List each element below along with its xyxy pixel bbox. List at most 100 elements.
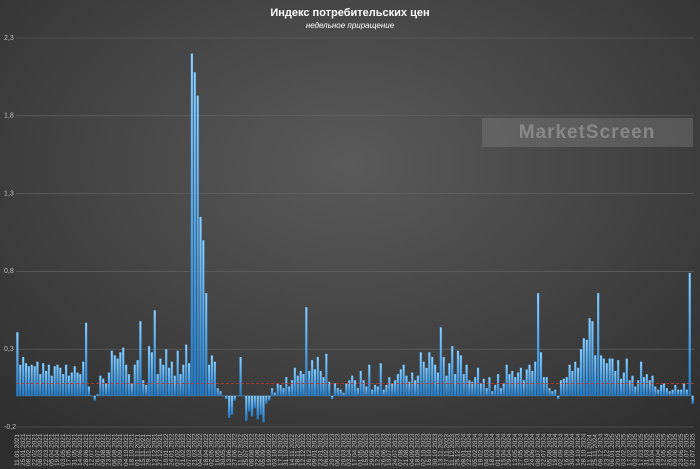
x-tick-label: 27.05.2024 — [518, 433, 525, 466]
bar — [465, 364, 468, 396]
bar — [219, 391, 222, 396]
bar — [662, 383, 666, 396]
bar — [411, 372, 414, 396]
bar — [439, 327, 442, 396]
bar — [227, 395, 231, 418]
bar — [514, 377, 517, 396]
bar — [345, 383, 348, 396]
bar — [516, 372, 520, 396]
x-tick-label: 19.04.2021 — [54, 433, 61, 466]
x-tick-label: 15.04.2024 — [500, 433, 507, 466]
x-tick-label: 21.03.2022 — [192, 433, 199, 466]
bar — [577, 367, 580, 396]
bar — [53, 366, 56, 396]
bar — [130, 383, 133, 396]
x-tick-label: 08.07.2024 — [535, 433, 542, 466]
bar — [674, 384, 677, 396]
bar — [310, 359, 314, 396]
x-tick-label: 16.10.2023 — [426, 433, 433, 466]
x-tick-label: 29.05.2023 — [369, 433, 376, 466]
x-tick-label: 22.03.2021 — [43, 433, 50, 466]
bar — [579, 349, 583, 396]
x-tick-label: 04.03.2024 — [483, 433, 490, 466]
bar — [330, 395, 334, 400]
x-tick-label: 29.04.2024 — [506, 433, 513, 466]
bar — [634, 386, 637, 396]
bar — [625, 358, 628, 396]
x-tick-label: 08.08.2022 — [249, 433, 256, 466]
x-tick-label: 11.07.2022 — [237, 434, 244, 466]
x-tick-label: 18.04.2022 — [203, 433, 210, 466]
bar — [262, 395, 265, 423]
bar — [290, 380, 294, 396]
bar — [376, 386, 380, 396]
bar — [451, 345, 454, 396]
bar — [402, 364, 405, 396]
bar — [248, 395, 251, 412]
x-tick-label: 13.12.2021 — [151, 433, 158, 466]
bar — [539, 352, 543, 396]
x-tick-label: 28.10.2024 — [581, 433, 588, 466]
x-tick-label: 16.05.2022 — [214, 433, 221, 466]
bar — [365, 386, 368, 396]
bar — [551, 391, 554, 396]
bar — [216, 388, 219, 396]
bar — [245, 395, 248, 421]
x-tick-label: 25.12.2023 — [455, 433, 462, 466]
bar — [316, 356, 319, 396]
bar — [93, 395, 96, 401]
bar — [73, 366, 76, 396]
bar — [436, 372, 440, 396]
bar — [127, 373, 131, 396]
bar — [70, 372, 73, 396]
bar — [619, 378, 623, 396]
bar — [599, 355, 603, 396]
x-tick-label: 04.10.2021 — [123, 433, 130, 466]
bar — [373, 384, 377, 396]
bar — [133, 364, 136, 396]
bar — [253, 395, 257, 409]
x-tick-label: 04.04.2022 — [197, 433, 204, 466]
bar — [637, 380, 640, 396]
bar — [336, 388, 339, 396]
bar — [113, 355, 116, 396]
x-tick-label: 22.07.2024 — [541, 433, 548, 466]
bar — [296, 375, 299, 396]
x-tick-label: 14.04.2025 — [649, 433, 656, 466]
bar — [468, 380, 471, 396]
x-tick-label: 20.01.2025 — [615, 433, 622, 466]
x-tick-label: 07.07.2025 — [684, 433, 691, 466]
bar — [19, 364, 22, 396]
x-tick-label: 26.07.2021 — [94, 433, 101, 466]
x-tick-label: 18.10.2021 — [129, 433, 136, 466]
y-tick-label: -0,2 — [4, 424, 16, 431]
x-tick-label: 03.03.2025 — [632, 433, 639, 466]
bar — [431, 356, 434, 396]
bar — [568, 364, 571, 396]
x-tick-label: 31.05.2021 — [71, 433, 78, 466]
bar — [351, 375, 354, 396]
bar — [685, 389, 688, 396]
bar — [64, 364, 68, 396]
bar — [239, 356, 242, 396]
x-tick-label: 13.05.2024 — [512, 433, 519, 466]
bar — [104, 383, 108, 396]
bar — [453, 373, 457, 396]
bar — [545, 377, 548, 396]
x-tick-label: 16.09.2024 — [563, 433, 570, 466]
bar — [388, 377, 391, 396]
bar — [259, 395, 262, 415]
bar — [313, 369, 317, 396]
bar — [542, 377, 545, 396]
bar — [488, 377, 491, 396]
bar — [462, 373, 465, 396]
bar — [502, 383, 505, 396]
bar — [496, 373, 500, 396]
bar — [382, 389, 385, 396]
x-tick-label: 28.11.2022 — [295, 434, 302, 466]
x-tick-label: 26.12.2022 — [306, 433, 313, 466]
bar — [471, 381, 474, 396]
bar — [196, 95, 199, 396]
bar — [582, 338, 585, 396]
